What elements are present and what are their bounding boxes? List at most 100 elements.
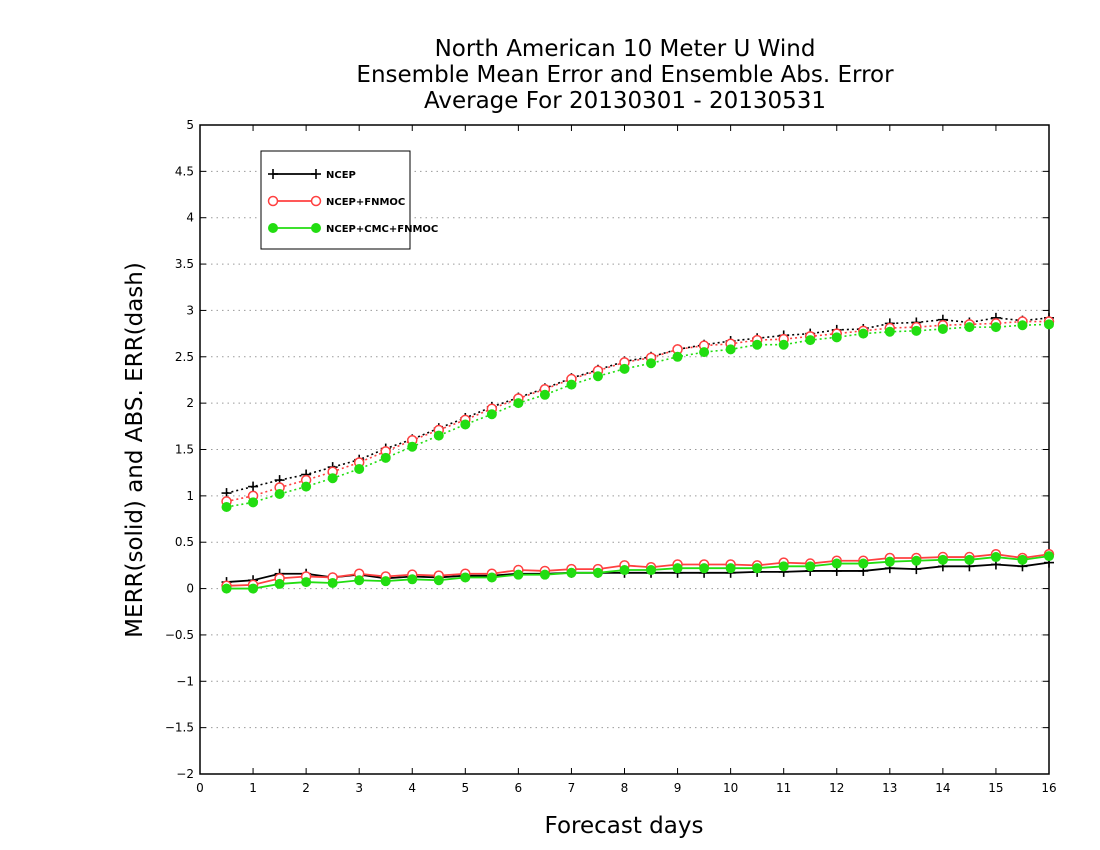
abserr-point bbox=[566, 379, 577, 390]
x-tick-label: 5 bbox=[461, 781, 469, 795]
legend-marker bbox=[310, 195, 322, 207]
abserr-point bbox=[221, 501, 232, 512]
merr-point bbox=[566, 567, 577, 578]
abserr-point bbox=[831, 332, 842, 343]
merr-point bbox=[884, 556, 895, 567]
merr-point bbox=[1017, 554, 1028, 565]
y-tick-label: 5 bbox=[186, 118, 194, 132]
abserr-point bbox=[301, 481, 312, 492]
x-tick-label: 16 bbox=[1041, 781, 1056, 795]
abserr-point bbox=[964, 322, 975, 333]
merr-point bbox=[752, 563, 763, 574]
abserr-point bbox=[592, 371, 603, 382]
merr-point bbox=[911, 564, 922, 575]
abserr-point bbox=[513, 398, 524, 409]
y-tick-label: 0 bbox=[186, 582, 194, 596]
axes: −2−1.5−1−0.500.511.522.533.544.550 1 2 3 4 5 6… bbox=[165, 118, 1057, 795]
series-ncep-fnmoc bbox=[221, 316, 1055, 592]
abserr-point bbox=[911, 325, 922, 336]
x-tick-label: 1 bbox=[249, 781, 257, 795]
merr-point bbox=[248, 583, 259, 594]
x-tick-label: 13 bbox=[882, 781, 897, 795]
legend-label: NCEP bbox=[326, 170, 356, 181]
abserr-line bbox=[226, 317, 1050, 494]
abserr-point bbox=[725, 344, 736, 355]
grid bbox=[200, 170, 1049, 729]
merr-point bbox=[937, 554, 948, 565]
merr-point bbox=[513, 569, 524, 580]
abserr-point bbox=[937, 323, 948, 334]
abserr-point bbox=[486, 409, 497, 420]
legend-entry-ncep-cmc-fnmoc: NCEP+CMC+FNMOC bbox=[268, 223, 438, 235]
legend-label: NCEP+FNMOC bbox=[326, 197, 405, 208]
merr-point bbox=[778, 561, 789, 572]
abserr-point bbox=[248, 481, 259, 492]
merr-point bbox=[805, 561, 816, 572]
merr-point bbox=[646, 565, 657, 576]
series-group bbox=[221, 312, 1055, 594]
y-tick-label: 3 bbox=[186, 303, 194, 317]
merr-point bbox=[911, 555, 922, 566]
merr-point bbox=[990, 552, 1001, 563]
y-tick-label: 3.5 bbox=[175, 257, 194, 271]
legend-label: NCEP+CMC+FNMOC bbox=[326, 224, 438, 235]
merr-point bbox=[619, 565, 630, 576]
merr-point bbox=[354, 575, 365, 586]
abserr-line bbox=[226, 323, 1050, 508]
abserr-point bbox=[380, 452, 391, 463]
legend-entry-ncep-fnmoc: NCEP+FNMOC bbox=[267, 195, 405, 208]
abserr-point bbox=[672, 351, 683, 362]
title-line-2: Ensemble Mean Error and Ensemble Abs. Er… bbox=[356, 62, 894, 88]
abserr-point bbox=[778, 339, 789, 350]
merr-point bbox=[486, 572, 497, 583]
legend: NCEP NCEP+FNMOC NCEP+CMC+FNMOC bbox=[260, 150, 438, 250]
x-tick-label: 7 bbox=[568, 781, 576, 795]
merr-point bbox=[274, 578, 285, 589]
x-axis-title: Forecast days bbox=[545, 813, 704, 839]
y-tick-label: 1.5 bbox=[175, 443, 194, 457]
x-tick-label: 0 bbox=[196, 781, 204, 795]
title-line-1: North American 10 Meter U Wind bbox=[434, 36, 816, 62]
x-tick-label: 12 bbox=[829, 781, 844, 795]
abserr-point bbox=[699, 347, 710, 358]
merr-point bbox=[539, 569, 550, 580]
x-tick-label: 6 bbox=[515, 781, 523, 795]
legend-marker bbox=[311, 169, 321, 179]
x-tick-label: 3 bbox=[355, 781, 363, 795]
abserr-point bbox=[646, 358, 657, 369]
merr-point bbox=[672, 563, 683, 574]
abserr-point bbox=[884, 326, 895, 337]
legend-marker bbox=[268, 169, 278, 179]
abserr-point bbox=[619, 363, 630, 374]
merr-point bbox=[964, 554, 975, 565]
y-tick-label: 2 bbox=[186, 396, 194, 410]
abserr-point bbox=[248, 497, 259, 508]
x-tick-label: 4 bbox=[408, 781, 416, 795]
y-tick-label: 4 bbox=[186, 211, 194, 225]
merr-point bbox=[407, 574, 418, 585]
abserr-point bbox=[274, 489, 285, 500]
abserr-point bbox=[327, 473, 338, 484]
legend-marker bbox=[311, 223, 321, 233]
x-tick-label: 8 bbox=[621, 781, 629, 795]
x-tick-label: 14 bbox=[935, 781, 950, 795]
y-tick-label: 4.5 bbox=[175, 164, 194, 178]
x-tick-label: 10 bbox=[723, 781, 738, 795]
y-tick-label: 2.5 bbox=[175, 350, 194, 364]
x-tick-label: 9 bbox=[674, 781, 682, 795]
legend-marker bbox=[268, 223, 278, 233]
chart-title: North American 10 Meter U Wind Ensemble … bbox=[200, 36, 1050, 114]
y-tick-label: 0.5 bbox=[175, 535, 194, 549]
y-axis-title: MERR(solid) and ABS. ERR(dash) bbox=[122, 262, 148, 638]
merr-point bbox=[1044, 551, 1054, 562]
merr-point bbox=[858, 558, 869, 569]
legend-box bbox=[260, 150, 411, 250]
merr-point bbox=[699, 563, 710, 574]
merr-point bbox=[221, 583, 232, 594]
merr-point bbox=[831, 558, 842, 569]
y-tick-label: −2 bbox=[176, 767, 194, 781]
abserr-point bbox=[354, 463, 365, 474]
x-tick-label: 2 bbox=[302, 781, 310, 795]
legend-marker bbox=[267, 195, 279, 207]
abserr-line bbox=[226, 320, 1049, 503]
